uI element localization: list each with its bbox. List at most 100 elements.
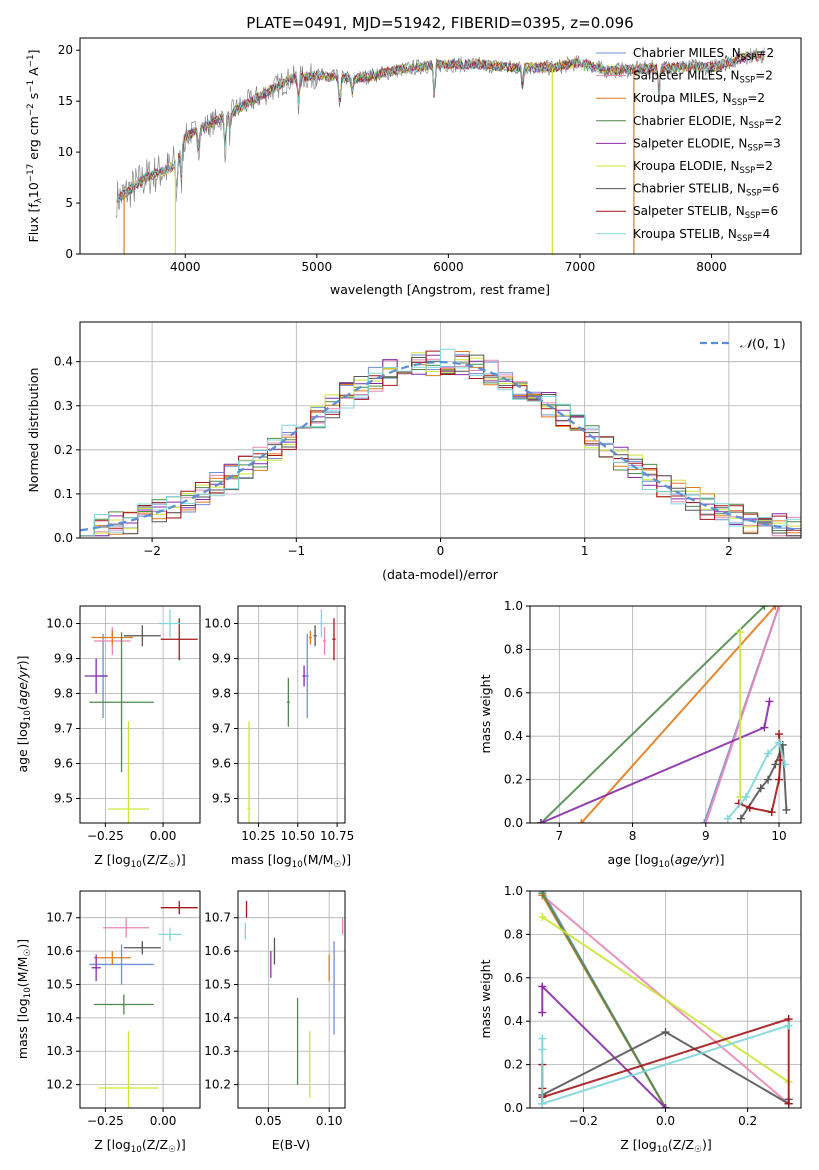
weight-series-salpeter-stelib <box>734 730 785 817</box>
y-axis-label: Flux [fλ10−17 erg cm−2 s−1 A−1] <box>26 50 44 243</box>
legend-entry: Salpeter STELIB, NSSP=6 <box>633 204 778 220</box>
weight-series-chabrier-elodie <box>536 606 769 823</box>
y-tick-label: 10.4 <box>204 1011 231 1025</box>
y-tick-label: 0.4 <box>54 355 73 369</box>
x-tick-label: 7000 <box>565 260 596 274</box>
axes-spectrum: 4000 5000 6000 7000 8000 0 5 10 15 20 wavelength [… <box>26 37 802 297</box>
y-tick-label: 10.2 <box>204 1078 231 1092</box>
axis-label: Z [log10(Z/Z☉)] <box>620 1137 711 1155</box>
weight-marker <box>784 1099 793 1108</box>
axes-weight_vs_Z: −0.2 0.0 0.2 0.0 0.2 0.4 0.6 0.8 1.0 Z [log10(Z/Z… <box>478 884 802 1155</box>
weight-marker <box>767 808 776 817</box>
weight-line <box>738 733 782 814</box>
y-tick-label: 10.3 <box>46 1044 73 1058</box>
y-tick-label: 0.1 <box>54 487 73 501</box>
errorbar-salpeter-elodie <box>91 954 101 982</box>
x-tick-label: 0.10 <box>316 1114 343 1128</box>
weight-marker <box>538 1099 547 1108</box>
plot-area <box>80 348 801 537</box>
weight-series-kroupa-miles <box>577 606 780 823</box>
y-tick-label: 9.9 <box>212 652 231 666</box>
weight-line <box>580 606 777 823</box>
weight-marker <box>577 819 586 823</box>
weight-line <box>541 892 667 1108</box>
y-tick-label: 0.2 <box>504 1058 523 1072</box>
weight-marker <box>538 1008 547 1017</box>
axes-frame <box>237 605 346 824</box>
weight-marker <box>745 803 754 812</box>
errorbar-kroupa-elodie <box>247 721 251 823</box>
x-tick-label: 0 <box>437 544 445 558</box>
y-tick-label: 10.6 <box>204 944 231 958</box>
errorbar-chabrier-elodie <box>93 994 154 1015</box>
axes-frame <box>79 605 201 824</box>
x-tick-label: −0.2 <box>569 1114 598 1128</box>
y-tick-label: 10.0 <box>204 617 231 631</box>
weight-marker <box>538 891 547 898</box>
weight-marker <box>538 1034 547 1043</box>
y-tick-label: 10.7 <box>204 911 231 925</box>
errorbar-chabrier-stelib <box>123 625 161 647</box>
x-tick-label: 5000 <box>302 260 333 274</box>
y-tick-label: 10.0 <box>46 617 73 631</box>
plot-area <box>538 891 793 1108</box>
y-tick-label: 0.6 <box>504 686 523 700</box>
y-tick-label: 9.8 <box>212 687 231 701</box>
weight-marker <box>742 792 751 801</box>
errorbar-kroupa-miles <box>91 630 134 645</box>
errorbar-chabrier-elodie <box>286 677 290 727</box>
y-tick-label: 0.2 <box>504 773 523 787</box>
errorbar-salpeter-stelib <box>160 618 198 661</box>
legend-entry: Chabrier STELIB, NSSP=6 <box>633 182 779 198</box>
y-tick-label: 5 <box>65 196 73 210</box>
x-tick-label: −1 <box>287 544 305 558</box>
axes-frame <box>529 605 802 824</box>
legend-entry: 𝒩(0, 1) <box>740 336 786 351</box>
weight-marker <box>701 819 710 823</box>
y-tick-label: 0.8 <box>504 927 523 941</box>
x-tick-label: 0.05 <box>255 1114 282 1128</box>
weight-marker <box>538 913 547 922</box>
weight-series-salpeter-elodie <box>538 982 670 1108</box>
weight-marker <box>784 1021 793 1030</box>
y-tick-label: 0.6 <box>504 971 523 985</box>
errorbar-chabrier-miles <box>305 634 309 718</box>
weight-marker <box>775 738 784 747</box>
axis-label: mass [log10(M/M☉)] <box>231 852 351 870</box>
legend-entry: Kroupa MILES, NSSP=2 <box>633 91 765 107</box>
y-tick-label: 1.0 <box>504 884 523 898</box>
y-tick-label: 9.6 <box>54 757 73 771</box>
plot-area <box>247 609 336 823</box>
y-tick-label: 0.0 <box>504 816 523 830</box>
weight-marker <box>771 760 780 769</box>
x-tick-label: 10 <box>771 829 786 843</box>
legend: Chabrier MILES, NSSP=2 Salpeter MILES, NS… <box>596 46 782 243</box>
axes-weight_vs_age: 7 8 9 10 0.0 0.2 0.4 0.6 0.8 1.0 age [log10(age/yr… <box>478 599 802 870</box>
plot-area <box>536 606 791 823</box>
y-tick-label: 10.4 <box>46 1011 73 1025</box>
errorbar-kroupa-miles <box>93 951 131 965</box>
weight-marker <box>760 723 769 732</box>
errorbar-salpeter-stelib <box>160 901 198 915</box>
errorbar-chabrier-miles <box>89 944 154 985</box>
normal-curve <box>80 360 799 532</box>
axes-mass_vs_Z: −0.25 0.00 10.2 10.3 10.4 10.5 10.6 10.7 Z [log1… <box>15 890 201 1155</box>
errorbar-kroupa-elodie <box>98 1031 159 1108</box>
x-tick-label: 0.0 <box>656 1114 675 1128</box>
axes-residuals: −2 −1 0 1 2 0.0 0.1 0.2 0.3 0.4 (data-model)/error… <box>26 321 802 582</box>
weight-series-salpeter-elodie <box>536 697 774 823</box>
weight-marker <box>538 982 547 991</box>
y-tick-label: 9.5 <box>212 792 231 806</box>
weight-series-salpeter-miles <box>701 606 784 823</box>
weight-marker <box>536 819 545 823</box>
axis-label: age [log10(age/yr)] <box>15 655 33 772</box>
weight-series-kroupa-stelib <box>723 738 789 823</box>
x-tick-label: 1 <box>581 544 589 558</box>
weight-marker <box>764 749 773 758</box>
x-tick-label: 7 <box>555 829 563 843</box>
axes-frame <box>79 37 802 255</box>
weight-marker <box>780 760 789 769</box>
y-tick-label: 0.0 <box>504 1101 523 1115</box>
weight-marker <box>736 814 745 823</box>
